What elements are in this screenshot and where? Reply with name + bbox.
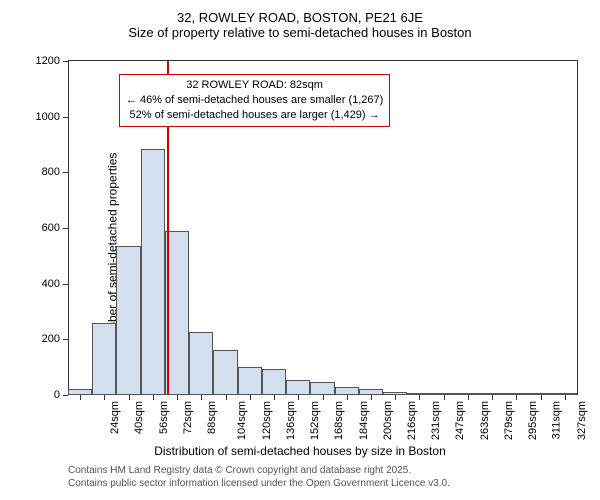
x-tick-mark [80,395,81,400]
x-tick-mark [565,395,566,400]
x-tick-mark [323,395,324,400]
chart-subtitle: Size of property relative to semi-detach… [10,25,590,40]
y-tick-mark [63,395,68,396]
x-tick-label: 120sqm [261,401,273,440]
x-tick-mark [395,395,396,400]
histogram-bar [335,387,359,395]
y-axis-line [68,61,69,395]
x-tick-label: 40sqm [133,401,145,434]
x-tick-mark [444,395,445,400]
chart-container: 32, ROWLEY ROAD, BOSTON, PE21 6JE Size o… [10,10,590,490]
x-tick-mark [274,395,275,400]
x-tick-label: 247sqm [455,401,467,440]
histogram-bar [189,332,213,395]
x-tick-label: 88sqm [206,401,218,434]
y-tick-mark [63,117,68,118]
x-tick-label: 231sqm [430,401,442,440]
y-tick-mark [63,61,68,62]
y-tick-mark [63,228,68,229]
x-tick-label: 24sqm [109,401,121,434]
footer: Contains HM Land Registry data © Crown c… [68,464,450,490]
x-tick-label: 56sqm [158,401,170,434]
x-tick-label: 295sqm [527,401,539,440]
x-tick-label: 279sqm [503,401,515,440]
histogram-bar [262,369,286,395]
y-tick-mark [63,284,68,285]
footer-line-1: Contains HM Land Registry data © Crown c… [68,464,450,477]
x-tick-mark [129,395,130,400]
x-tick-label: 168sqm [333,401,345,440]
x-tick-mark [104,395,105,400]
x-tick-label: 200sqm [382,401,394,440]
x-axis-label: Distribution of semi-detached houses by … [154,444,446,458]
x-tick-mark [492,395,493,400]
histogram-bar [310,382,334,395]
x-tick-mark [419,395,420,400]
chart-title: 32, ROWLEY ROAD, BOSTON, PE21 6JE [10,10,590,25]
x-tick-label: 184sqm [358,401,370,440]
x-tick-label: 216sqm [406,401,418,440]
x-tick-mark [201,395,202,400]
x-tick-mark [371,395,372,400]
histogram-bar [141,149,165,395]
annotation-line: 32 ROWLEY ROAD: 82sqm [126,78,383,93]
histogram-bar [238,367,262,395]
x-tick-label: 136sqm [285,401,297,440]
x-tick-mark [153,395,154,400]
x-tick-label: 152sqm [309,401,321,440]
annotation-line: 52% of semi-detached houses are larger (… [126,108,383,123]
x-tick-label: 311sqm [551,401,563,439]
x-tick-mark [298,395,299,400]
y-tick-mark [63,172,68,173]
footer-line-2: Contains public sector information licen… [68,477,450,490]
x-tick-mark [468,395,469,400]
x-tick-label: 327sqm [576,401,588,440]
x-tick-mark [541,395,542,400]
annotation-line: ← 46% of semi-detached houses are smalle… [126,93,383,108]
annotation-box: 32 ROWLEY ROAD: 82sqm← 46% of semi-detac… [119,74,390,127]
histogram-bar [92,323,116,395]
x-tick-label: 104sqm [236,401,248,440]
histogram-bar [286,380,310,395]
plot-area: 02004006008001000120024sqm40sqm56sqm72sq… [68,60,578,395]
x-tick-mark [250,395,251,400]
x-tick-mark [177,395,178,400]
x-tick-mark [347,395,348,400]
x-tick-label: 72sqm [182,401,194,434]
y-tick-mark [63,339,68,340]
histogram-bar [213,350,237,395]
x-tick-mark [226,395,227,400]
histogram-bar [116,246,140,395]
x-tick-mark [516,395,517,400]
x-tick-label: 263sqm [479,401,491,440]
